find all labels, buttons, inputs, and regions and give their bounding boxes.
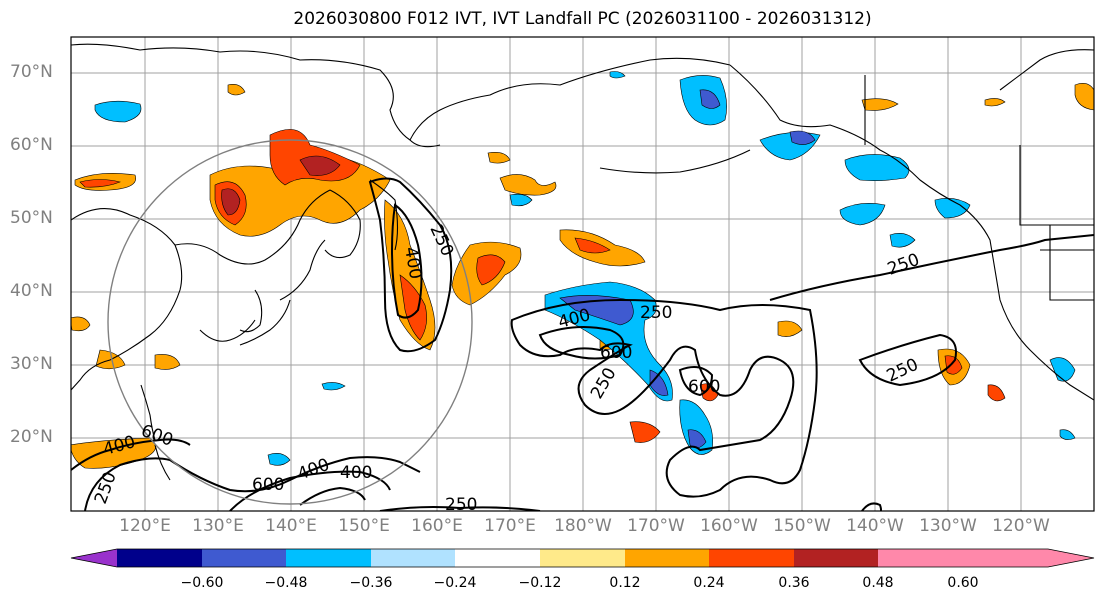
focus-circle [107, 139, 473, 505]
colorbar [70, 548, 1095, 568]
lat-label-40n: 40°N [10, 281, 53, 301]
lon-label: 130°W [919, 516, 977, 536]
lon-label: 170°W [627, 516, 685, 536]
contour-labels: 250 250 250 250 250 250 400 400 400 400 … [91, 222, 922, 515]
colorbar-extend-low [71, 549, 117, 567]
colorbar-swatch [371, 549, 455, 567]
colorbar-tick: −0.36 [349, 575, 393, 591]
lon-label: 160°E [411, 516, 463, 536]
map-frame [70, 36, 1095, 512]
lon-label: 140°E [265, 516, 317, 536]
map-title: 2026030800 F012 IVT, IVT Landfall PC (20… [293, 9, 872, 29]
colorbar-swatch [540, 549, 625, 567]
colorbar-tick: 0.36 [778, 575, 810, 591]
colorbar-swatch [286, 549, 371, 567]
lat-label-60n: 60°N [10, 135, 53, 155]
lon-label: 160°W [700, 516, 758, 536]
colorbar-tick: 0.12 [609, 575, 641, 591]
colorbar-swatch [117, 549, 202, 567]
lat-label-20n: 20°N [10, 427, 53, 447]
colorbar-swatch [455, 549, 540, 567]
colorbar-tick: 0.24 [693, 575, 725, 591]
contour-label: 600 [688, 377, 720, 397]
lon-label: 140°W [846, 516, 904, 536]
lon-label: 120°W [992, 516, 1050, 536]
colorbar-tick: 0.48 [862, 575, 894, 591]
contour-label: 250 [445, 495, 477, 515]
colorbar-swatch [625, 549, 709, 567]
colorbar-extend-high [963, 549, 1094, 567]
colorbar-tick: 0.60 [947, 575, 979, 591]
colorbar-swatch [202, 549, 286, 567]
lon-label: 150°E [338, 516, 390, 536]
graticule [71, 37, 1094, 511]
colorbar-tick: −0.24 [433, 575, 477, 591]
colorbar-tick: −0.48 [264, 575, 308, 591]
lon-label: 150°W [773, 516, 831, 536]
colorbar-tick: −0.60 [180, 575, 224, 591]
lon-label: 170°E [484, 516, 536, 536]
lon-label: 120°E [119, 516, 171, 536]
contour-label: 400 [340, 463, 372, 483]
colorbar-tick: −0.12 [518, 575, 562, 591]
coastlines [71, 43, 1094, 481]
colorbar-swatch [709, 549, 794, 567]
lon-label: 180°W [554, 516, 612, 536]
contour-label: 600 [252, 475, 284, 495]
colorbar-swatch [878, 549, 963, 567]
ivt-contours [71, 177, 1094, 511]
colorbar-swatch [794, 549, 878, 567]
contour-label: 250 [640, 303, 672, 323]
negative-ivt-fields [94, 71, 1076, 466]
lat-label-50n: 50°N [10, 208, 53, 228]
lat-label-30n: 30°N [10, 354, 53, 374]
contour-label: 600 [600, 343, 632, 363]
lat-label-70n: 70°N [10, 62, 53, 82]
lon-label: 130°E [192, 516, 244, 536]
